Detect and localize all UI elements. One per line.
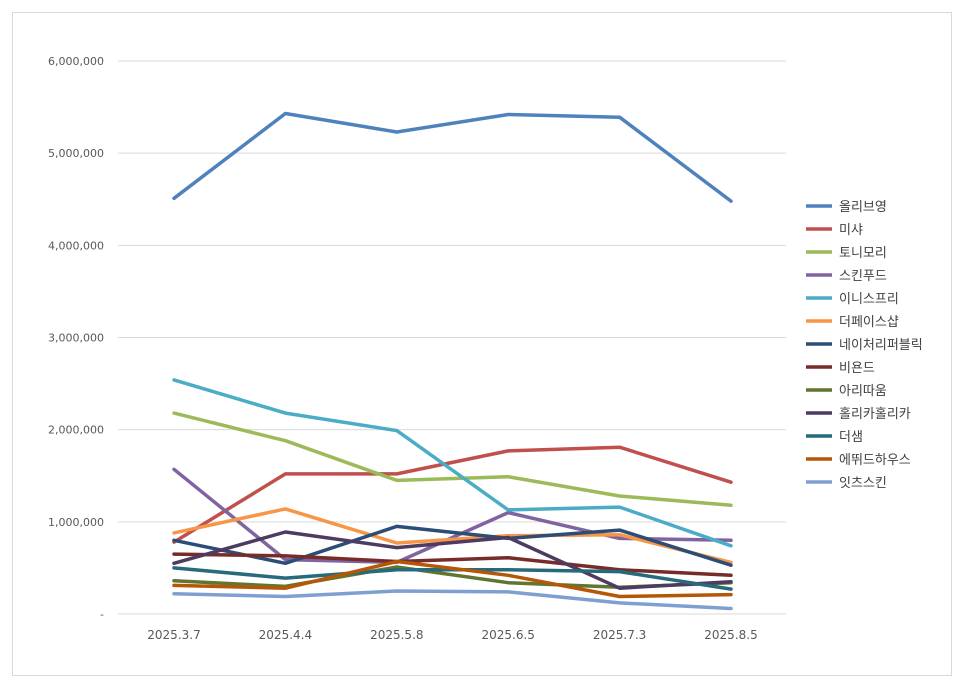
legend-entry: 더페이스샵 xyxy=(839,315,899,330)
y-tick-label: 2,000,000 xyxy=(48,424,104,437)
legend-entry: 미샤 xyxy=(839,223,863,238)
legend: 올리브영미샤토니모리스킨푸드이니스프리더페이스샵네이처리퍼블릭비욘드아리따움홀리… xyxy=(806,200,923,491)
legend-entry: 더샘 xyxy=(839,430,863,445)
chart-frame xyxy=(12,12,952,676)
x-tick-label: 2025.8.5 xyxy=(704,628,757,642)
x-axis-ticks: 2025.3.7 2025.4.4 2025.5.8 2025.6.5 2025.7.3… xyxy=(147,628,757,642)
series-line-11 xyxy=(172,559,733,599)
y-axis-ticks: - 1,000,000 2,000,000 3,000,000 4,000,000 5,0… xyxy=(48,55,104,621)
series-lines xyxy=(172,111,733,611)
legend-entry: 토니모리 xyxy=(839,246,887,261)
series-line-9 xyxy=(172,530,733,590)
series-line-6 xyxy=(172,524,733,567)
y-tick-label: 6,000,000 xyxy=(48,55,104,68)
legend-entry: 비욘드 xyxy=(839,361,875,376)
legend-entry: 아리따움 xyxy=(839,384,887,399)
y-tick-label: 5,000,000 xyxy=(48,147,104,160)
y-tick-label: - xyxy=(100,608,104,621)
x-tick-label: 2025.7.3 xyxy=(593,628,646,642)
legend-entry: 스킨푸드 xyxy=(839,269,887,284)
x-tick-label: 2025.4.4 xyxy=(259,628,312,642)
y-tick-label: 1,000,000 xyxy=(48,516,104,529)
y-tick-label: 3,000,000 xyxy=(48,332,104,345)
series-line-12 xyxy=(172,589,733,611)
series-line-1 xyxy=(172,445,733,544)
legend-entry: 네이처리퍼블릭 xyxy=(839,338,923,353)
x-tick-label: 2025.6.5 xyxy=(481,628,534,642)
legend-entry: 홀리카홀리카 xyxy=(839,407,911,422)
legend-entry: 에뛰드하우스 xyxy=(839,453,911,468)
x-tick-label: 2025.5.8 xyxy=(370,628,423,642)
legend-entry: 이니스프리 xyxy=(839,292,899,307)
series-line-5 xyxy=(172,507,733,565)
series-line-7 xyxy=(172,552,733,578)
series-line-2 xyxy=(172,411,733,507)
legend-entry: 잇츠스킨 xyxy=(839,476,887,491)
series-line-4 xyxy=(172,378,733,548)
legend-entry: 올리브영 xyxy=(839,200,887,215)
x-tick-label: 2025.3.7 xyxy=(147,628,200,642)
series-line-0 xyxy=(172,111,733,203)
y-tick-label: 4,000,000 xyxy=(48,239,104,252)
